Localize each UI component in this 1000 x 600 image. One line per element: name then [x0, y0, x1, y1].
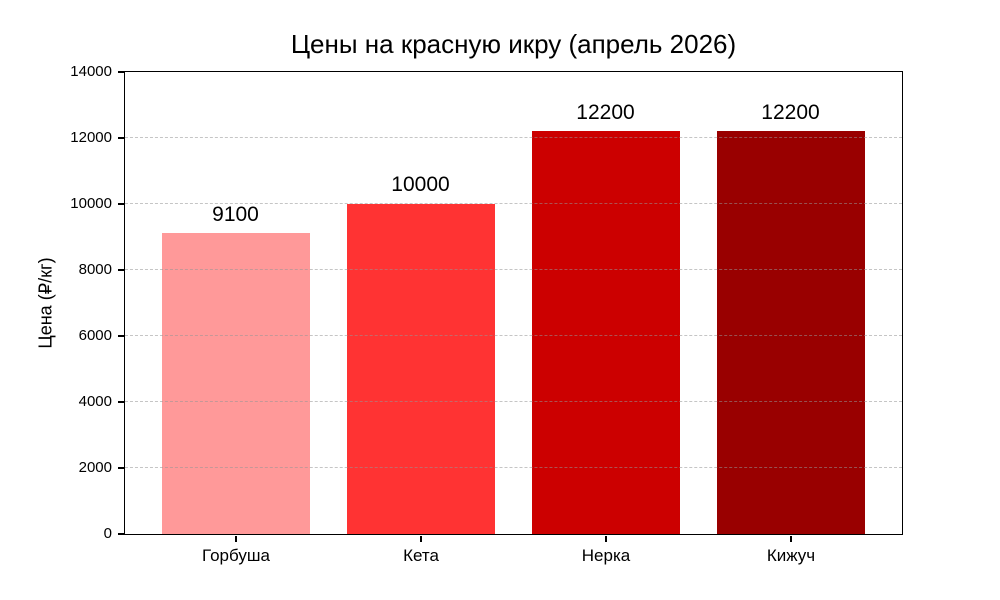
gridline [124, 268, 902, 270]
x-tick-label: Кета [403, 546, 439, 565]
bar-value-label: 12200 [576, 100, 635, 124]
y-tick-label: 6000 [78, 327, 112, 344]
gridline [124, 334, 902, 336]
gridline [124, 466, 902, 468]
bar-Кета [346, 203, 495, 534]
bar-Кижуч [716, 130, 865, 534]
x-tick-label: Кижуч [766, 546, 816, 565]
bar-value-label: 10000 [391, 173, 450, 197]
y-tick-mark [117, 467, 124, 469]
y-tick-mark [117, 71, 124, 73]
gridline [124, 202, 902, 204]
y-tick-label: 8000 [78, 261, 112, 278]
plot-area: 9100 10000 12200 12200 [123, 70, 903, 535]
x-tick-mark [605, 535, 607, 542]
y-tick-label: 14000 [70, 63, 112, 80]
y-tick-label: 4000 [78, 393, 112, 410]
y-tick-mark [117, 203, 124, 205]
x-tick-mark [420, 535, 422, 542]
y-tick-label: 0 [103, 525, 112, 542]
y-tick-mark [117, 269, 124, 271]
bar-Нерка [531, 130, 680, 534]
y-tick-mark [117, 533, 124, 535]
y-tick-mark [117, 335, 124, 337]
y-tick-mark [117, 137, 124, 139]
bar-Горбуша [161, 233, 310, 534]
chart-title: Цены на красную икру (апрель 2026) [290, 29, 737, 59]
gridline [124, 136, 902, 138]
y-tick-label: 12000 [70, 129, 112, 146]
x-tick-label: Горбуша [202, 546, 270, 565]
x-tick-mark [235, 535, 237, 542]
y-tick-mark [117, 401, 124, 403]
y-tick-label: 2000 [78, 459, 112, 476]
bar-value-label: 9100 [212, 203, 259, 227]
x-tick-mark [790, 535, 792, 542]
bar-value-label: 12200 [761, 100, 820, 124]
y-tick-label: 10000 [70, 195, 112, 212]
x-tick-label: Нерка [581, 546, 631, 565]
gridline [124, 400, 902, 402]
